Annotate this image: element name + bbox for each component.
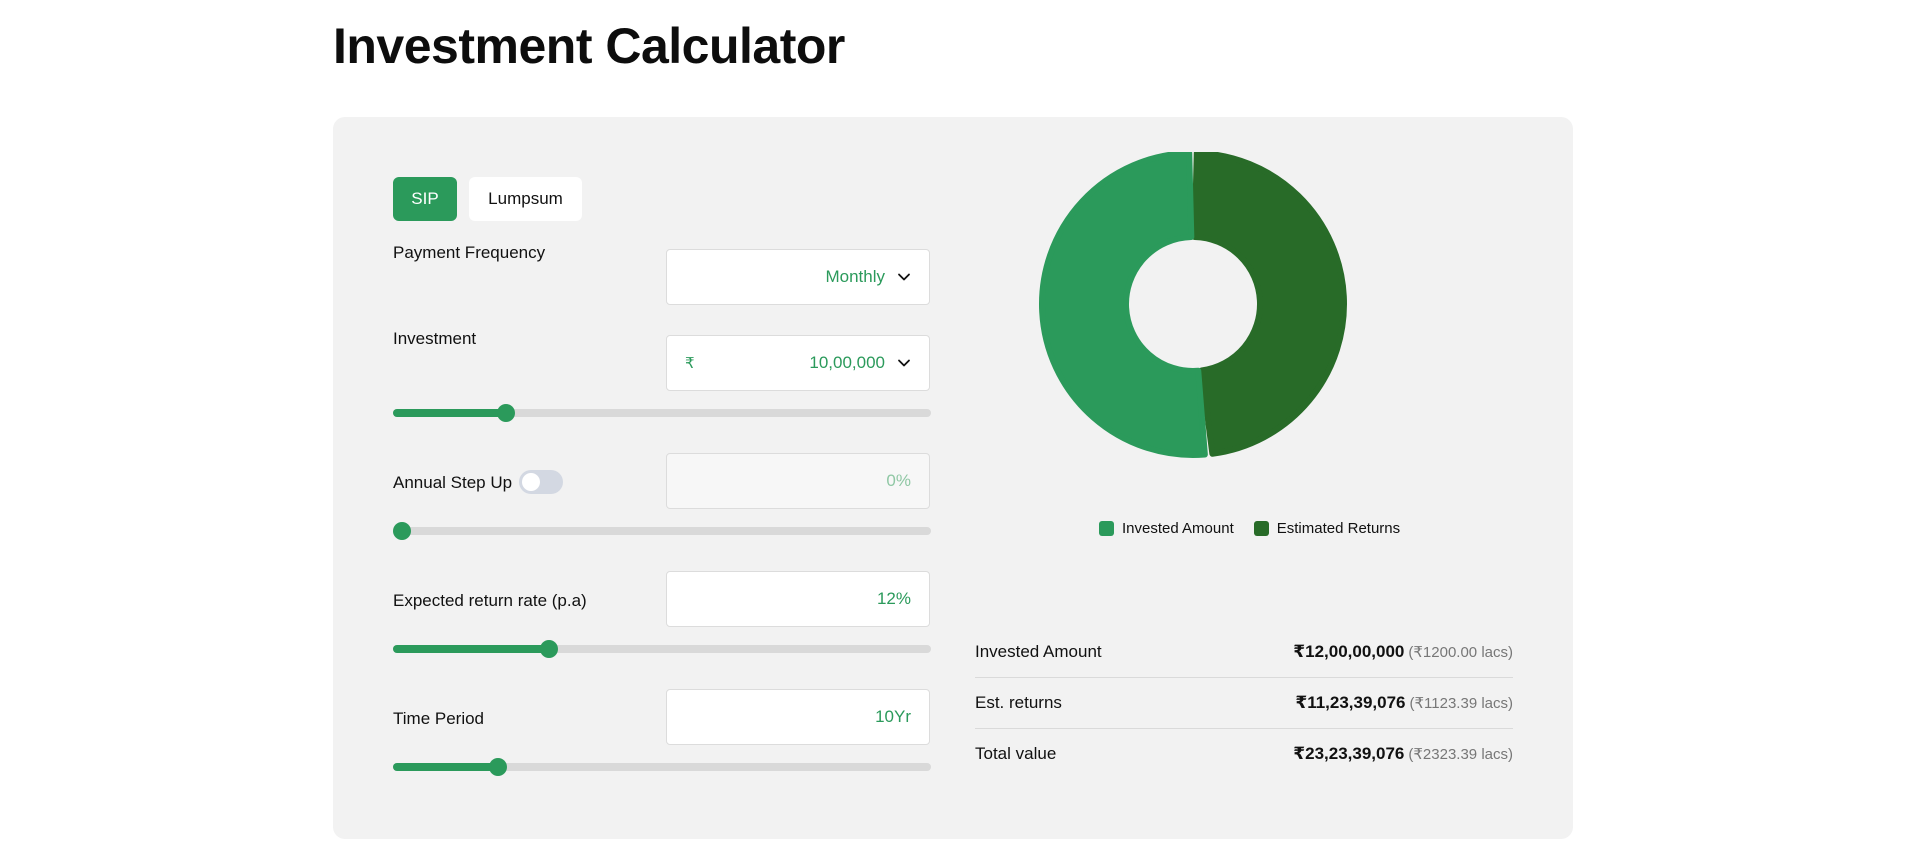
slider-fill (393, 763, 498, 771)
summary-lacs: (₹1200.00 lacs) (1408, 644, 1513, 661)
step-up-label: Annual Step Up (393, 473, 513, 492)
chart-legend: Invested Amount Estimated Returns (1099, 520, 1420, 537)
step-up-value: 0% (886, 471, 911, 490)
step-up-slider[interactable] (393, 522, 931, 540)
step-up-input[interactable]: 0% (666, 453, 930, 509)
mode-tabs: SIP Lumpsum (393, 177, 582, 221)
donut-chart (1039, 152, 1347, 458)
summary-lacs: (₹2323.39 lacs) (1408, 746, 1513, 763)
legend-item-returns: Estimated Returns (1253, 520, 1401, 537)
legend-swatch-returns (1253, 521, 1269, 536)
chevron-down-icon (898, 273, 910, 281)
summary-value: ₹12,00,00,000 (1293, 642, 1405, 661)
summary-lacs: (₹1123.39 lacs) (1409, 695, 1513, 712)
summary-row-total: Total value ₹23,23,39,076 (₹2323.39 lacs… (975, 729, 1513, 779)
step-up-toggle[interactable] (519, 470, 563, 494)
investment-input[interactable]: ₹ 10,00,000 (666, 335, 930, 391)
slider-fill (393, 409, 506, 417)
investment-value: 10,00,000 (809, 353, 885, 372)
return-rate-slider[interactable] (393, 640, 931, 658)
summary-label: Total value (975, 744, 1057, 763)
time-period-label: Time Period (393, 709, 485, 728)
summary-row-invested: Invested Amount ₹12,00,00,000 (₹1200.00 … (975, 627, 1513, 678)
time-period-value: 10Yr (875, 707, 911, 726)
slider-fill (393, 645, 550, 653)
tab-sip[interactable]: SIP (393, 177, 457, 221)
investment-slider[interactable] (393, 404, 931, 422)
summary-table: Invested Amount ₹12,00,00,000 (₹1200.00 … (975, 627, 1513, 779)
legend-label-returns: Estimated Returns (1276, 520, 1401, 537)
summary-row-returns: Est. returns ₹11,23,39,076 (₹1123.39 lac… (975, 678, 1513, 729)
donut-slice-invested (1039, 152, 1208, 458)
summary-value: ₹11,23,39,076 (1295, 693, 1406, 712)
investment-label: Investment (393, 329, 477, 348)
legend-label-invested: Invested Amount (1122, 520, 1234, 537)
donut-slice-returns (1191, 152, 1347, 457)
payment-frequency-value: Monthly (825, 267, 885, 286)
tab-lumpsum[interactable]: Lumpsum (469, 177, 582, 221)
slider-thumb[interactable] (488, 758, 507, 776)
time-period-input[interactable]: 10Yr (666, 689, 930, 745)
return-rate-value: 12% (876, 589, 911, 608)
summary-label: Invested Amount (975, 642, 1102, 661)
rupee-icon: ₹ (685, 355, 695, 372)
slider-thumb[interactable] (540, 640, 559, 658)
page-title: Investment Calculator (333, 18, 845, 74)
return-rate-input[interactable]: 12% (666, 571, 930, 627)
chevron-down-icon (898, 359, 910, 367)
summary-label: Est. returns (975, 693, 1062, 712)
payment-frequency-label: Payment Frequency (393, 243, 546, 262)
payment-frequency-select[interactable]: Monthly (666, 249, 930, 305)
legend-item-invested: Invested Amount (1099, 520, 1234, 537)
slider-thumb[interactable] (496, 404, 515, 422)
return-rate-label: Expected return rate (p.a) (393, 591, 587, 610)
summary-value: ₹23,23,39,076 (1293, 744, 1405, 763)
calculator-card: SIP Lumpsum Payment Frequency Monthly In… (333, 117, 1573, 839)
slider-thumb[interactable] (393, 522, 411, 540)
legend-swatch-invested (1099, 521, 1114, 536)
toggle-knob (522, 473, 540, 491)
time-period-slider[interactable] (393, 758, 931, 776)
